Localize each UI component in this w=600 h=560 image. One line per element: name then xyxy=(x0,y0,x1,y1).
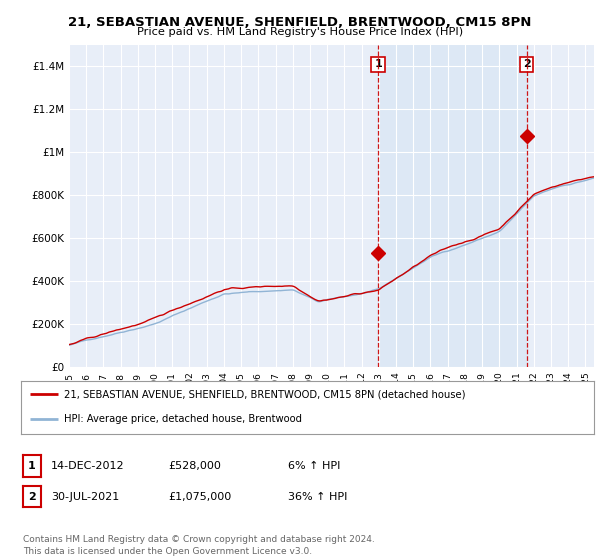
Text: 36% ↑ HPI: 36% ↑ HPI xyxy=(288,492,347,502)
Text: 30-JUL-2021: 30-JUL-2021 xyxy=(51,492,119,502)
Text: 14-DEC-2012: 14-DEC-2012 xyxy=(51,461,125,471)
Text: 2: 2 xyxy=(523,59,530,69)
Text: £528,000: £528,000 xyxy=(168,461,221,471)
Text: 6% ↑ HPI: 6% ↑ HPI xyxy=(288,461,340,471)
Text: £1,075,000: £1,075,000 xyxy=(168,492,231,502)
Text: Price paid vs. HM Land Registry's House Price Index (HPI): Price paid vs. HM Land Registry's House … xyxy=(137,27,463,37)
Text: Contains HM Land Registry data © Crown copyright and database right 2024.
This d: Contains HM Land Registry data © Crown c… xyxy=(23,535,374,556)
Text: 21, SEBASTIAN AVENUE, SHENFIELD, BRENTWOOD, CM15 8PN: 21, SEBASTIAN AVENUE, SHENFIELD, BRENTWO… xyxy=(68,16,532,29)
Text: 2: 2 xyxy=(28,492,35,502)
Text: HPI: Average price, detached house, Brentwood: HPI: Average price, detached house, Bren… xyxy=(64,414,302,424)
Bar xyxy=(378,45,527,367)
Text: 1: 1 xyxy=(374,59,382,69)
Text: 21, SEBASTIAN AVENUE, SHENFIELD, BRENTWOOD, CM15 8PN (detached house): 21, SEBASTIAN AVENUE, SHENFIELD, BRENTWO… xyxy=(64,389,466,399)
Text: 1: 1 xyxy=(28,461,35,471)
